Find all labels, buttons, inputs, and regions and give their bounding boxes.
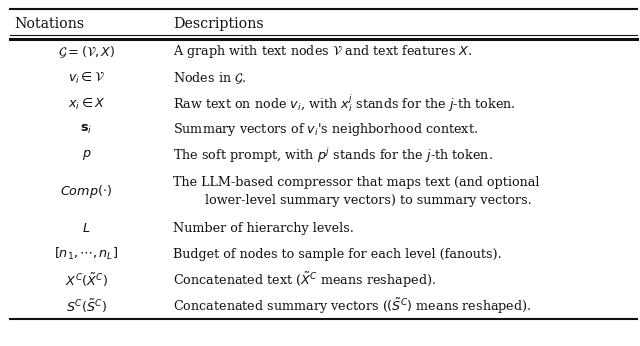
- Text: Descriptions: Descriptions: [173, 18, 264, 31]
- Text: lower-level summary vectors) to summary vectors.: lower-level summary vectors) to summary …: [205, 194, 532, 207]
- Text: Concatenated text ($\tilde{X}^C$ means reshaped).: Concatenated text ($\tilde{X}^C$ means r…: [173, 271, 436, 290]
- Text: $v_i \in \mathcal{V}$: $v_i \in \mathcal{V}$: [68, 70, 105, 86]
- Text: $\mathbf{s}_i$: $\mathbf{s}_i$: [80, 123, 93, 136]
- Text: $X^C(\tilde{X}^C)$: $X^C(\tilde{X}^C)$: [65, 272, 108, 289]
- Text: $\mathit{Comp}(\cdot)$: $\mathit{Comp}(\cdot)$: [60, 183, 113, 200]
- Text: Raw text on node $v_i$, with $x_i^j$ stands for the $j$-th token.: Raw text on node $v_i$, with $x_i^j$ sta…: [173, 93, 516, 115]
- Text: Concatenated summary vectors ($(\tilde{S}^C)$ means reshaped).: Concatenated summary vectors ($(\tilde{S…: [173, 296, 531, 316]
- Text: $L$: $L$: [82, 222, 91, 235]
- Text: Summary vectors of $v_i$'s neighborhood context.: Summary vectors of $v_i$'s neighborhood …: [173, 121, 478, 138]
- Text: $S^C(\tilde{S}^C)$: $S^C(\tilde{S}^C)$: [66, 297, 107, 315]
- Text: A graph with text nodes $\mathcal{V}$ and text features $X$.: A graph with text nodes $\mathcal{V}$ an…: [173, 44, 472, 61]
- Text: Notations: Notations: [15, 18, 85, 31]
- Text: Budget of nodes to sample for each level (fanouts).: Budget of nodes to sample for each level…: [173, 248, 502, 261]
- Text: Nodes in $\mathcal{G}$.: Nodes in $\mathcal{G}$.: [173, 70, 246, 85]
- Text: $x_i \in X$: $x_i \in X$: [68, 95, 105, 112]
- Text: $\mathcal{G} = (\mathcal{V}, X)$: $\mathcal{G} = (\mathcal{V}, X)$: [58, 44, 115, 60]
- Text: The LLM-based compressor that maps text (and optional: The LLM-based compressor that maps text …: [173, 176, 540, 189]
- Text: $p$: $p$: [82, 148, 91, 162]
- Text: Number of hierarchy levels.: Number of hierarchy levels.: [173, 222, 354, 235]
- Text: $[n_1, \cdots, n_L]$: $[n_1, \cdots, n_L]$: [54, 246, 118, 263]
- Text: The soft prompt, with $p^j$ stands for the $j$-th token.: The soft prompt, with $p^j$ stands for t…: [173, 146, 493, 165]
